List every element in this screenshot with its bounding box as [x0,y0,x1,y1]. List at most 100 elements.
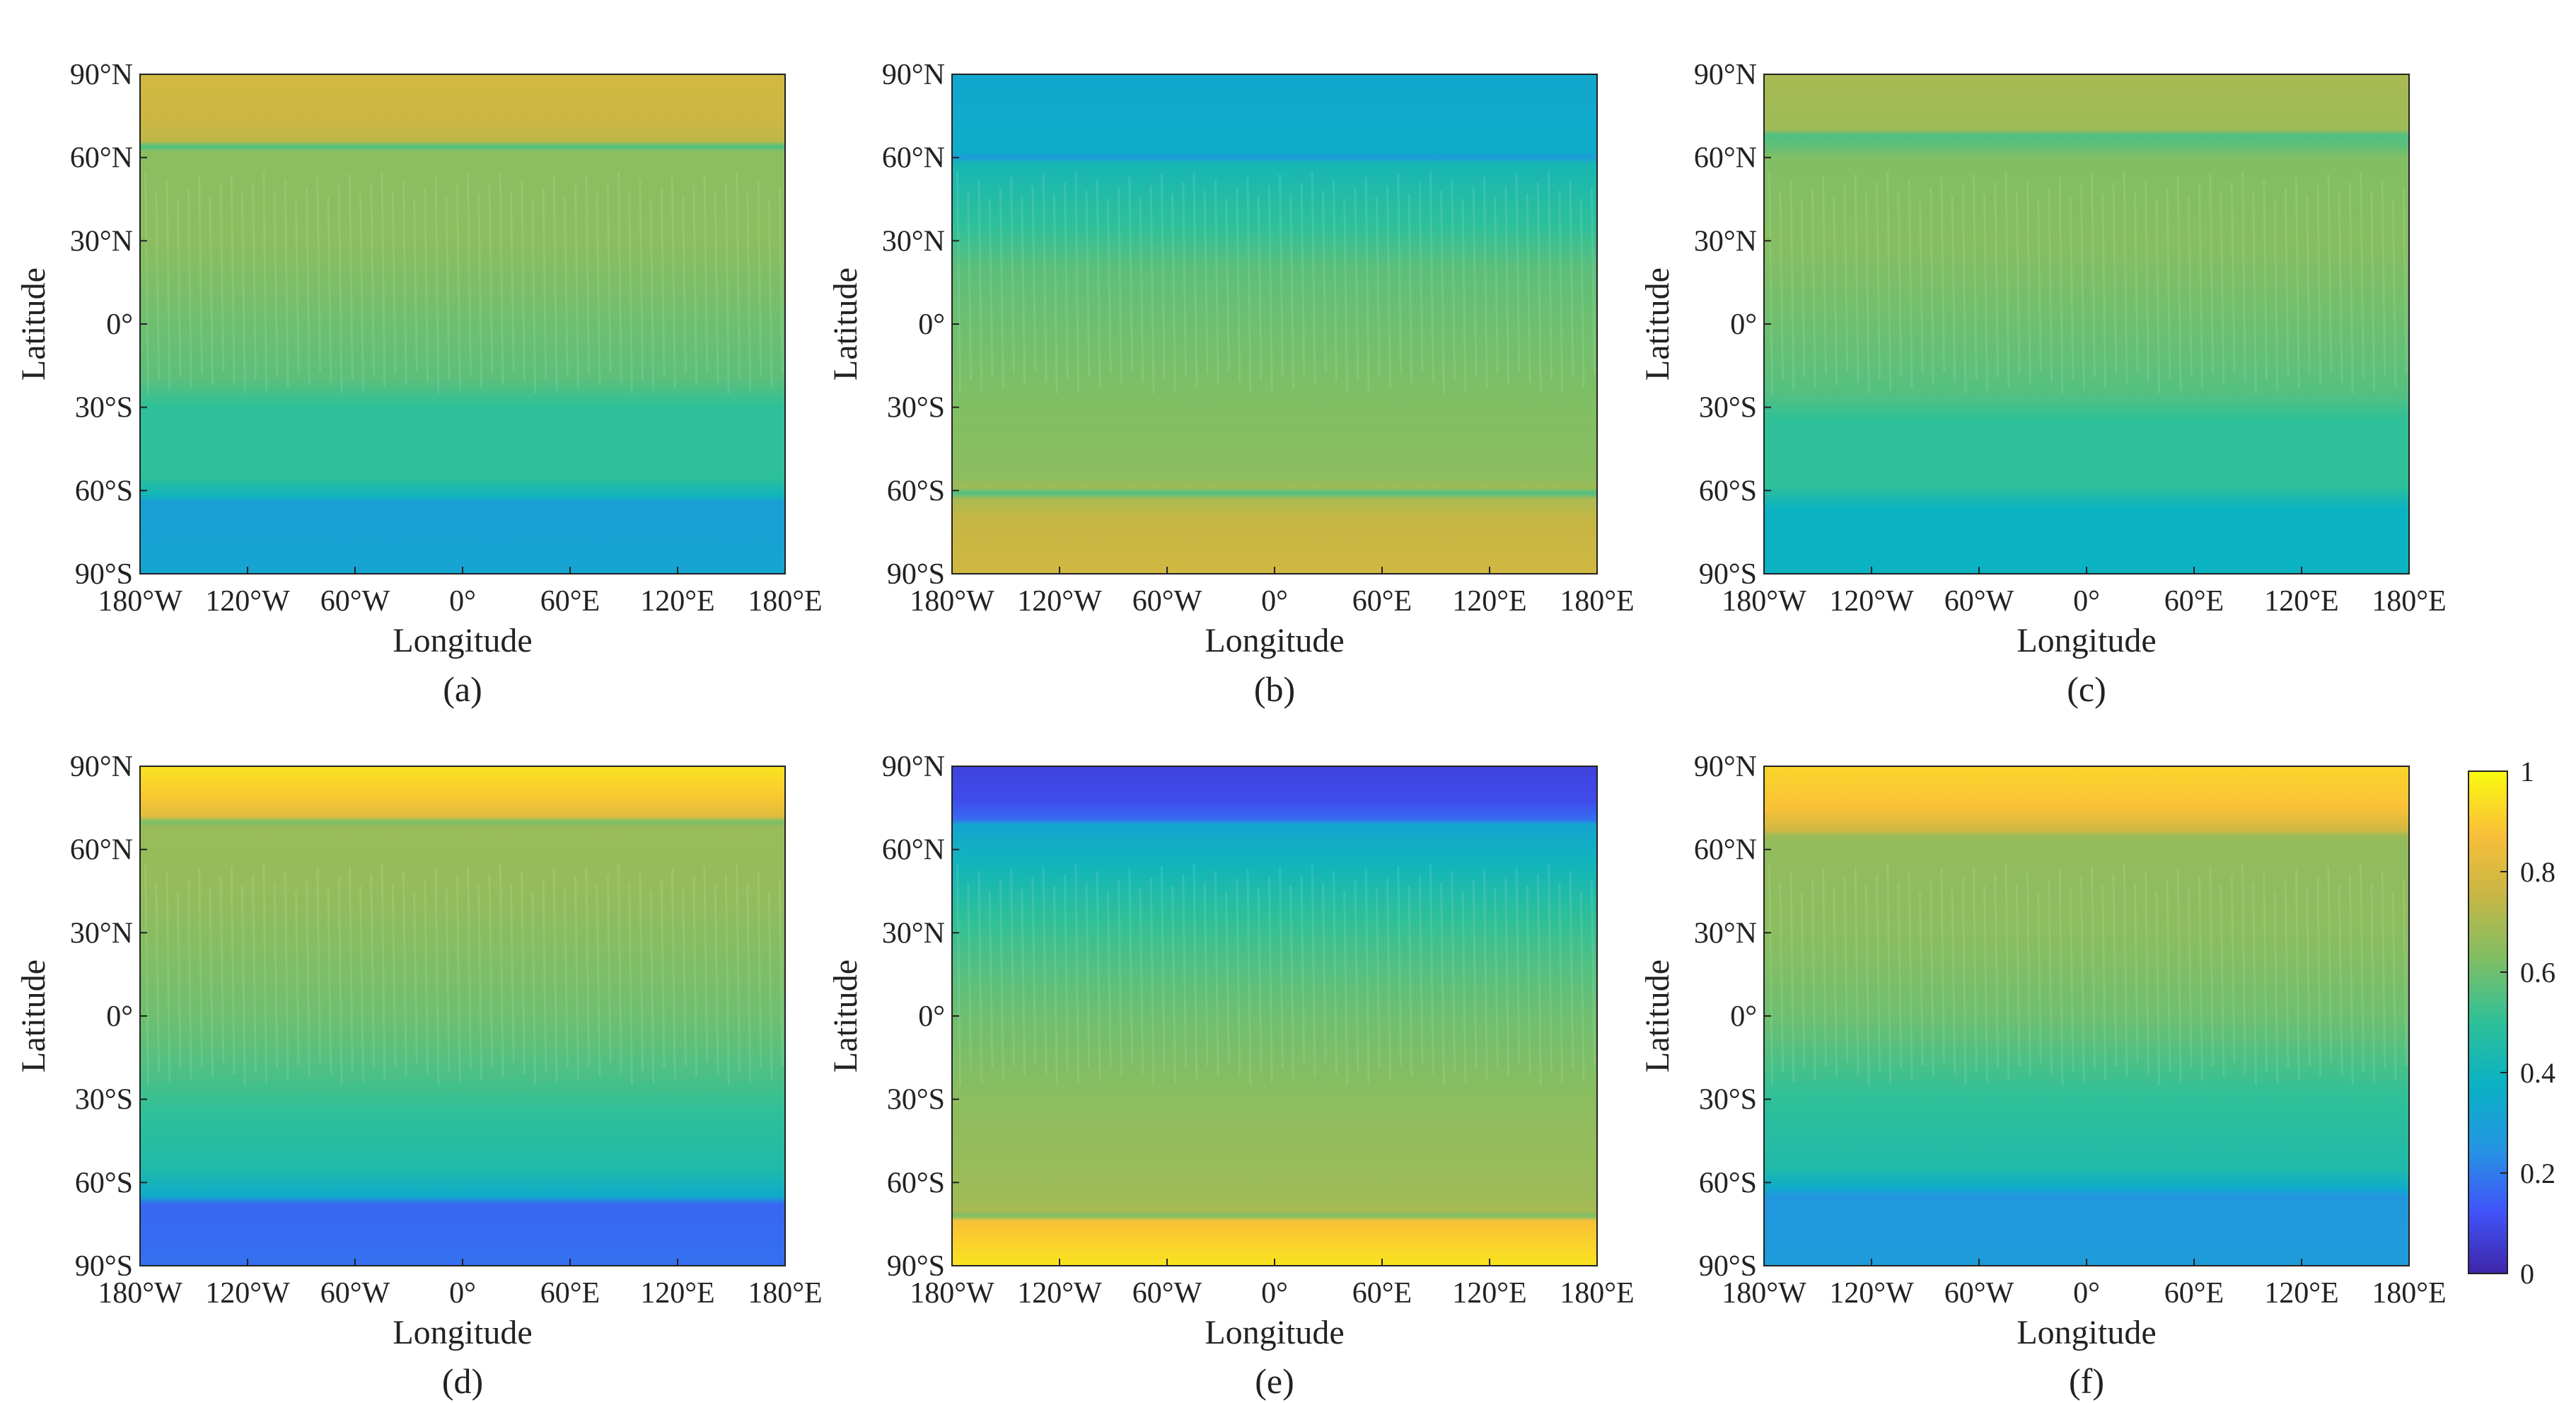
x-tick-label-120degw: 120°W [205,1277,290,1310]
y-tick-label-60degn: 60°N [70,142,133,175]
y-tick-label-30degn: 30°N [1694,917,1757,949]
x-tick-label-120dege: 120°E [1452,585,1526,618]
x-tick-label-120degw: 120°W [1017,585,1102,618]
y-tick-label-30degs: 30°S [75,1084,133,1116]
y-tick-label-60degs: 60°S [75,1167,133,1199]
x-tick-label-60degw: 60°W [1944,585,2014,618]
y-tick-label-30degs: 30°S [1699,1084,1757,1116]
x-tick-label-60degw: 60°W [320,585,390,618]
y-tick-label-90degs: 90°S [75,558,133,591]
x-tick-label-180degw: 180°W [98,1277,182,1310]
y-tick-label-0deg: 0° [1730,308,1757,341]
y-tick-label-60degs: 60°S [1699,475,1757,507]
panel-label: (b) [1254,669,1295,709]
y-tick-label-30degn: 30°N [882,917,945,949]
x-axis-title: Longitude [1205,622,1344,659]
heatmap-field [140,74,785,574]
y-tick-label-60degs: 60°S [75,475,133,507]
colorbar-tick-label-0-4: 0.4 [2520,1057,2555,1089]
x-tick-label-60degw: 60°W [1944,1277,2014,1310]
panel-label: (a) [443,669,482,709]
x-tick-label-120degw: 120°W [1829,585,1914,618]
panel-label: (e) [1255,1361,1294,1401]
y-axis-title: Latitude [1639,267,1676,381]
x-tick-label-0deg: 0° [2073,585,2100,618]
x-tick-label-0deg: 0° [1261,1277,1288,1310]
heatmap-texture [144,171,784,394]
y-axis-title: Latitude [827,267,864,381]
heatmap-field [140,766,785,1266]
x-tick-label-120dege: 120°E [1452,1277,1526,1310]
x-tick-label-180degw: 180°W [1722,1277,1806,1310]
x-tick-label-0deg: 0° [1261,585,1288,618]
x-tick-label-60dege: 60°E [1352,585,1412,618]
x-tick-label-180degw: 180°W [910,585,994,618]
y-tick-label-30degn: 30°N [70,225,133,258]
heatmap-field [952,74,1597,574]
colorbar-tick-label-0-8: 0.8 [2520,856,2555,888]
y-tick-label-90degs: 90°S [75,1250,133,1283]
x-tick-label-180dege: 180°E [748,1277,822,1310]
y-tick-label-90degs: 90°S [887,1250,945,1283]
y-tick-label-90degn: 90°N [1694,751,1757,783]
y-tick-label-60degn: 60°N [882,834,945,867]
x-tick-label-120dege: 120°E [640,1277,714,1310]
x-axis-title: Longitude [2017,1314,2156,1351]
x-tick-label-180dege: 180°E [1560,585,1634,618]
x-tick-label-180degw: 180°W [98,585,182,618]
y-tick-label-60degn: 60°N [1694,834,1757,867]
colorbar-tick-label-0-2: 0.2 [2520,1157,2555,1189]
x-tick-label-60degw: 60°W [1132,585,1202,618]
y-axis-title: Latitude [15,267,52,381]
x-tick-label-180dege: 180°E [1560,1277,1634,1310]
x-tick-label-0deg: 0° [449,1277,476,1310]
y-tick-label-30degs: 30°S [887,392,945,425]
x-tick-label-120dege: 120°E [2264,1277,2338,1310]
y-tick-label-90degs: 90°S [887,558,945,591]
colorbar: 0 0.2 0.4 0.6 0.8 1 [2468,756,2555,1290]
x-axis-title: Longitude [2017,622,2156,659]
y-tick-label-30degs: 30°S [1699,392,1757,425]
y-axis-title: Latitude [15,959,52,1073]
heatmap-texture [1768,171,2408,394]
x-tick-label-60dege: 60°E [540,585,600,618]
y-axis-title: Latitude [1639,959,1676,1073]
x-tick-label-120degw: 120°W [205,585,290,618]
y-tick-label-90degs: 90°S [1699,1250,1757,1283]
y-tick-label-90degn: 90°N [70,59,133,91]
heatmap-texture [956,863,1596,1086]
y-tick-label-60degn: 60°N [70,834,133,867]
y-tick-label-30degn: 30°N [70,917,133,949]
x-axis-title: Longitude [1205,1314,1344,1351]
y-tick-label-60degn: 60°N [1694,142,1757,175]
x-tick-label-120degw: 120°W [1829,1277,1914,1310]
y-tick-label-90degn: 90°N [1694,59,1757,91]
x-tick-label-60degw: 60°W [1132,1277,1202,1310]
x-axis-title: Longitude [393,1314,532,1351]
y-axis-title: Latitude [827,959,864,1073]
y-tick-label-0deg: 0° [918,1000,945,1033]
x-tick-label-60dege: 60°E [2164,1277,2224,1310]
panel-label: (c) [2067,669,2106,709]
x-tick-label-180dege: 180°E [2372,585,2446,618]
x-tick-label-120degw: 120°W [1017,1277,1102,1310]
y-tick-label-30degs: 30°S [75,392,133,425]
y-tick-label-60degs: 60°S [887,475,945,507]
x-axis-title: Longitude [393,622,532,659]
y-tick-label-90degn: 90°N [882,59,945,91]
x-tick-label-120dege: 120°E [2264,585,2338,618]
y-tick-label-60degs: 60°S [887,1167,945,1199]
heatmap-texture [956,171,1596,394]
y-tick-label-0deg: 0° [106,308,133,341]
y-tick-label-0deg: 0° [918,308,945,341]
colorbar-ramp [2468,770,2508,1274]
y-tick-label-90degn: 90°N [882,751,945,783]
heatmap-field [952,766,1597,1266]
y-tick-label-30degn: 30°N [1694,225,1757,258]
